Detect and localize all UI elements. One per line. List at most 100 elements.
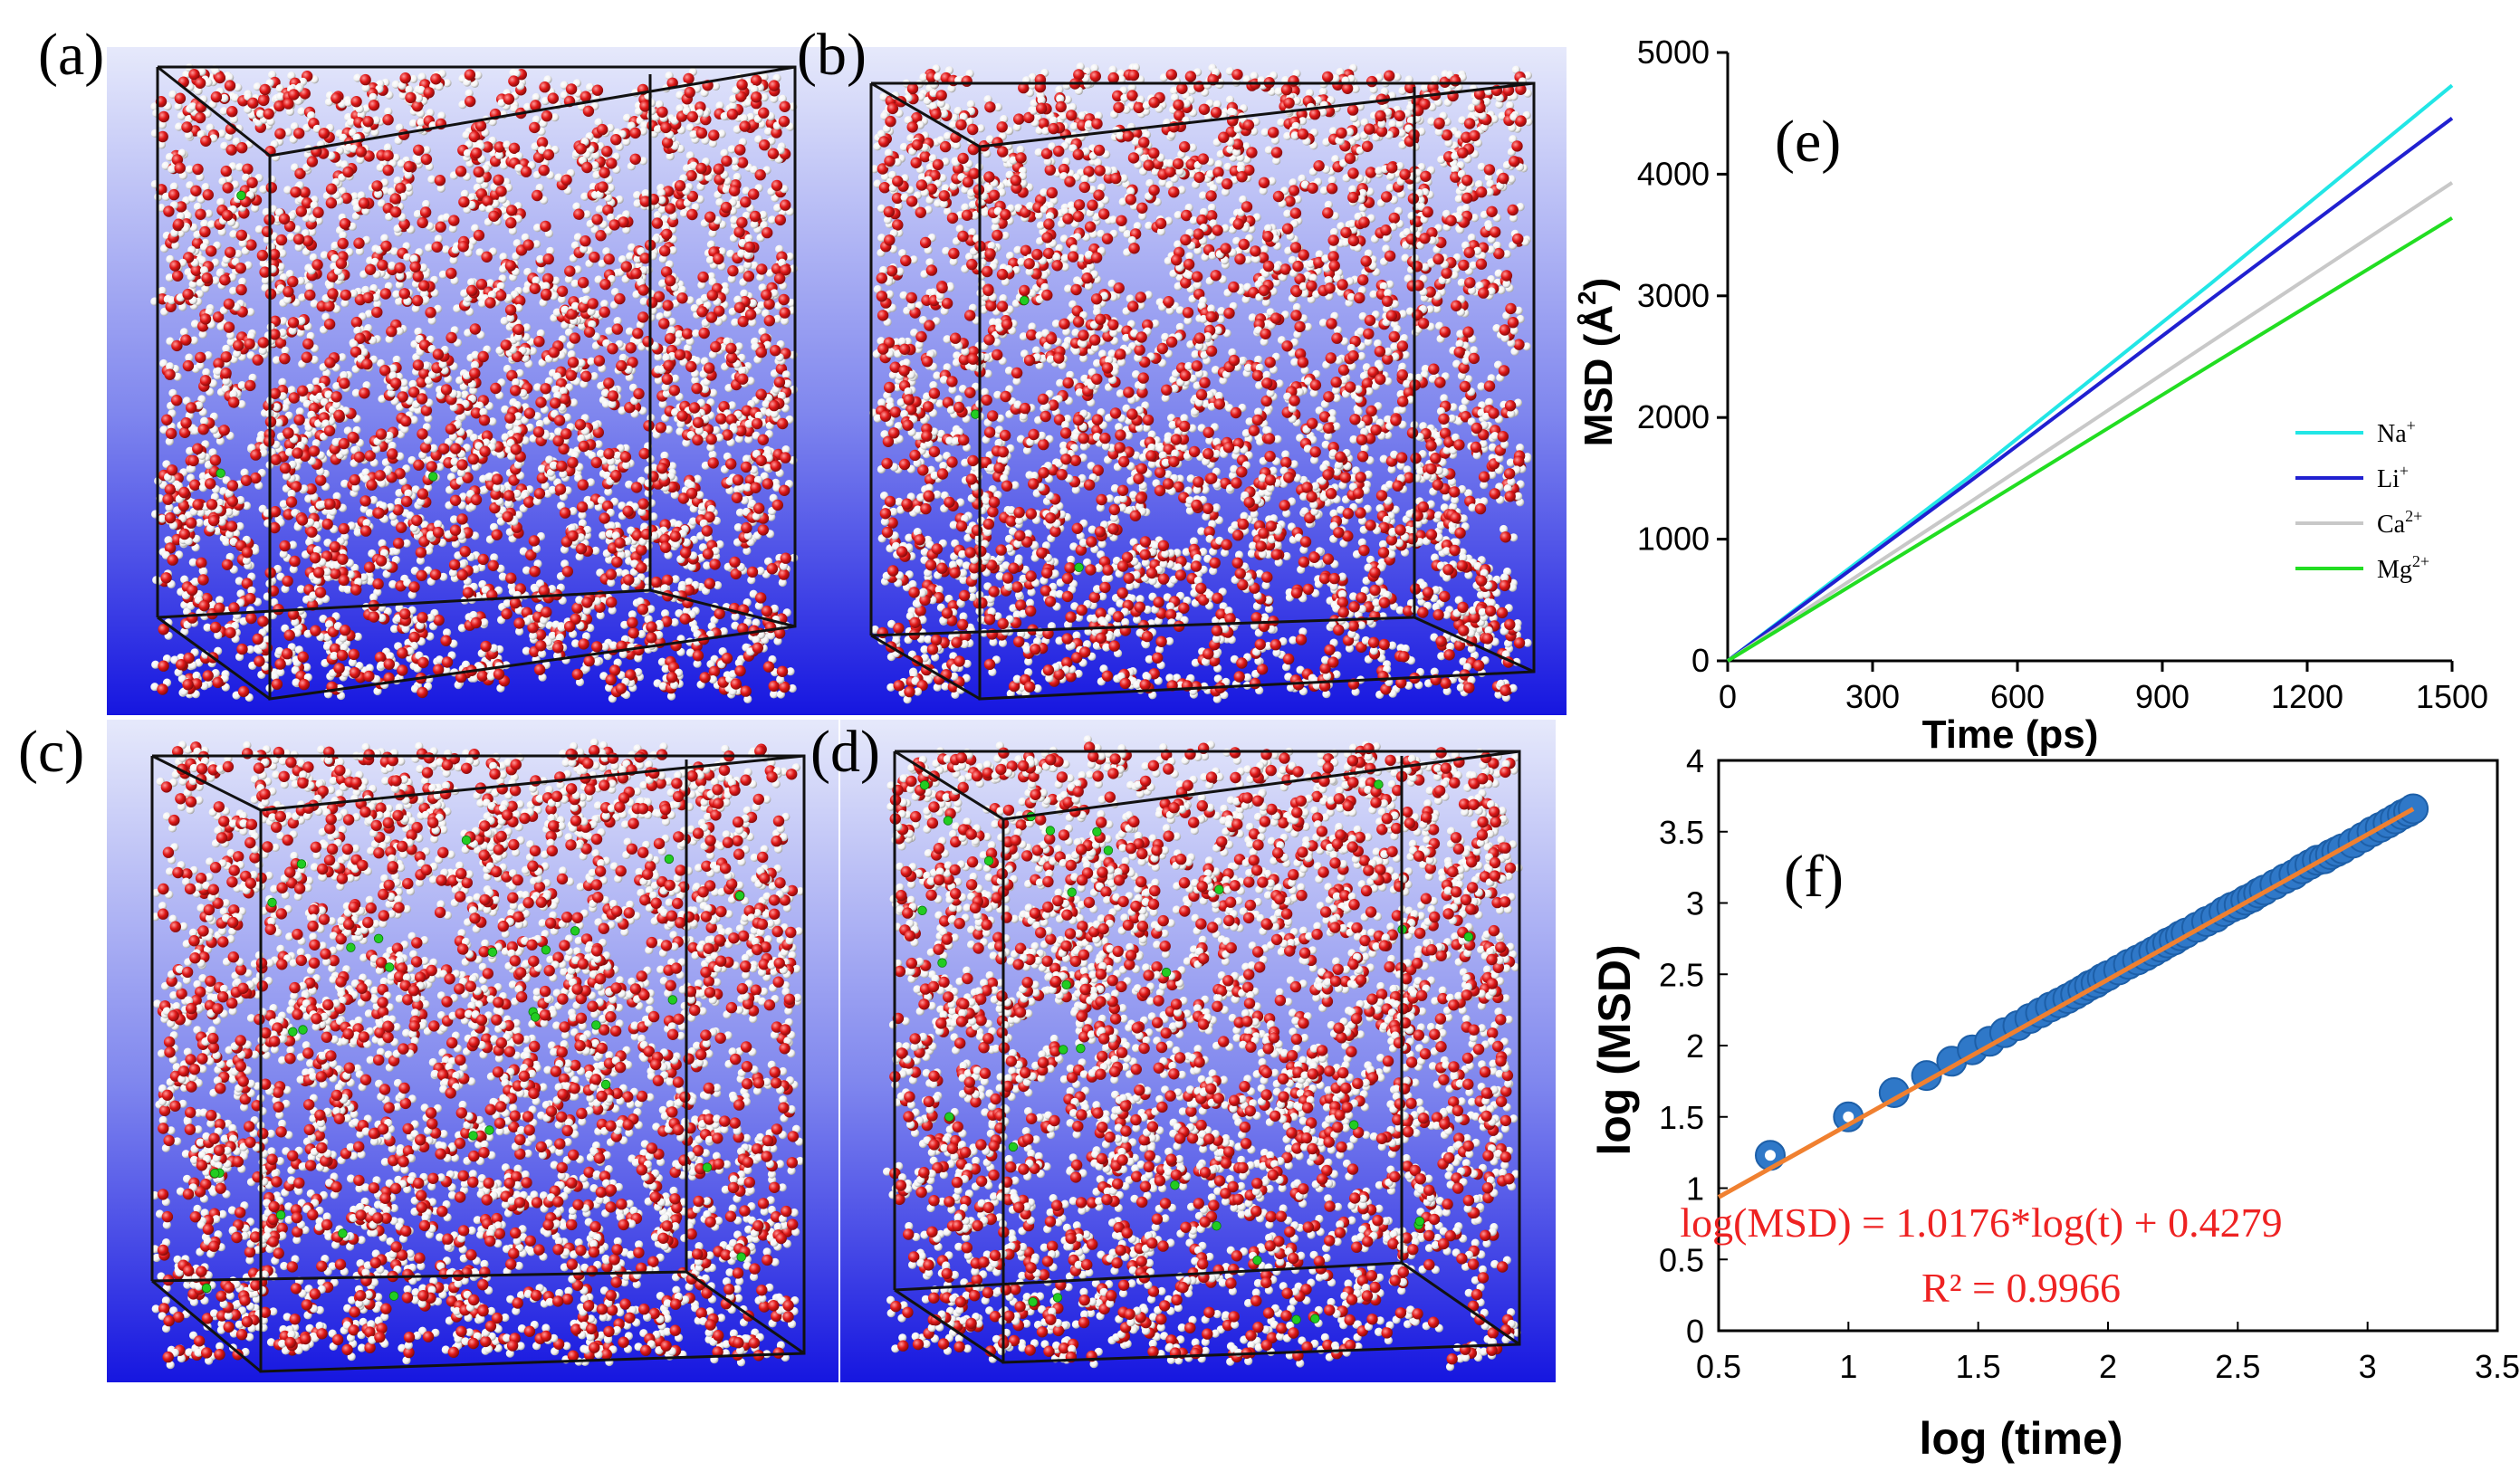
chart-f-xtick-label: 3 (2359, 1348, 2377, 1385)
data-point (1974, 1026, 2006, 1057)
series-line-li (1726, 117, 2454, 663)
data-point (2080, 967, 2112, 998)
data-point (2002, 1010, 2034, 1041)
series-line-ca (1726, 181, 2454, 663)
chart-e-ylabel-close: ) (1576, 278, 1621, 291)
chart-f-ytick-label: 0 (1686, 1313, 1704, 1350)
chart-f-ytick-label: 1 (1686, 1170, 1704, 1208)
data-point (2278, 859, 2310, 890)
data-point (1988, 1017, 2020, 1048)
md-snapshot-d (840, 720, 1556, 1382)
data-point (2302, 845, 2333, 876)
fit-equation: log(MSD) = 1.0176*log(t) + 0.4279 (1680, 1199, 2282, 1246)
data-point (2138, 936, 2170, 967)
chart-e-xtick-label: 1500 (2416, 678, 2488, 715)
data-point (2295, 849, 2325, 880)
data-point (1755, 1140, 1786, 1171)
data-point-center (1765, 1150, 1776, 1161)
msd-chart-series (1726, 83, 2454, 663)
chart-f-ytick-label: 3 (1686, 885, 1704, 922)
chart-f-panel-label: (f) (1784, 844, 1844, 910)
chart-f-xlabel: log (time) (1920, 1413, 2123, 1464)
chart-e-ytick-label: 4000 (1637, 155, 1710, 192)
data-point (2122, 944, 2153, 976)
data-point (2372, 807, 2404, 839)
data-point (2159, 924, 2190, 956)
chart-f-xtick-label: 3.5 (2475, 1348, 2520, 1385)
data-point (2308, 843, 2340, 874)
chart-f-xtick-label: 1 (1839, 1348, 1857, 1385)
chart-f-xtick-label: 2 (2099, 1348, 2117, 1385)
md-snapshot-a (107, 47, 831, 715)
data-point (1878, 1077, 1910, 1108)
data-point (2044, 987, 2075, 1018)
data-point (2314, 839, 2346, 870)
chart-e-ylabel: MSD (Å2) (1573, 278, 1621, 447)
data-point (2237, 882, 2268, 913)
data-point (2025, 997, 2056, 1028)
log-chart-axes (1717, 759, 2499, 1333)
data-point (2243, 877, 2275, 909)
water-box-c (107, 720, 838, 1382)
data-point (2364, 812, 2396, 843)
data-point (1936, 1046, 1968, 1077)
data-point (2398, 793, 2429, 825)
md-snapshot-c (107, 720, 838, 1382)
legend-label-mg: Mg2+ (2377, 552, 2429, 584)
legend-label-na: Na+ (2377, 416, 2416, 448)
series-line-na (1726, 83, 2454, 663)
chart-e-xtick-label: 300 (1845, 678, 1900, 715)
chart-e-ytick-label: 2000 (1637, 398, 1710, 435)
data-point (2170, 917, 2202, 949)
data-point (2248, 874, 2280, 906)
data-point (2223, 889, 2255, 921)
data-point (2209, 896, 2240, 927)
data-point (2113, 949, 2144, 980)
data-point (2151, 927, 2183, 959)
chart-e-ylabel-main: MSD (Å (1576, 305, 1621, 446)
data-point (2347, 822, 2379, 853)
chart-f-ytick-label: 3.5 (1659, 814, 1704, 851)
data-point (2060, 979, 2092, 1010)
data-point (1957, 1034, 1988, 1065)
legend-label-ca: Ca2+ (2377, 507, 2422, 539)
data-point (1911, 1060, 1942, 1092)
chart-e-xtick-label: 1200 (2271, 678, 2343, 715)
chart-f-ytick-label: 2.5 (1659, 956, 1704, 993)
panel-label-c: (c) (18, 719, 85, 785)
chart-e-panel-label: (e) (1775, 109, 1841, 175)
data-point (2086, 963, 2118, 994)
data-point-center (1843, 1111, 1854, 1123)
chart-e-ylabel-sup: 2 (1573, 291, 1601, 305)
data-point (2230, 884, 2262, 916)
data-point (2380, 803, 2411, 835)
fit-r-squared: R² = 0.9966 (1921, 1265, 2121, 1311)
data-point (2393, 796, 2424, 827)
data-point (2337, 827, 2369, 859)
chart-f-xtick-label: 2.5 (2215, 1348, 2260, 1385)
data-point (2052, 983, 2084, 1014)
data-point (2387, 798, 2419, 830)
data-point (2014, 1003, 2046, 1035)
data-point (2165, 920, 2196, 951)
chart-f-xtick-label: 1.5 (1956, 1348, 2001, 1385)
panel-label-b: (b) (797, 22, 867, 88)
chart-e-ytick-label: 1000 (1637, 521, 1710, 558)
water-box-b (826, 47, 1567, 715)
water-box-d (840, 720, 1556, 1382)
chart-e-ytick-label: 0 (1691, 642, 1710, 679)
data-point (2035, 991, 2066, 1023)
chart-e-xtick-label: 0 (1719, 678, 1737, 715)
md-snapshot-b (826, 47, 1567, 715)
chart-f-frame (1717, 759, 2499, 1333)
log-chart-ticks: 0.5 1 1.5 2 2.5 3 3.500.511.522.533.54 (1659, 742, 2520, 1385)
chart-f-ytick-label: 0.5 (1659, 1241, 1704, 1278)
series-line-mg (1726, 216, 2454, 663)
chart-f-ytick-label: 4 (1686, 742, 1704, 779)
data-point (2200, 902, 2231, 933)
chart-f-ytick-label: 2 (1686, 1027, 1704, 1065)
data-point (2093, 960, 2123, 991)
msd-chart-axes (1726, 53, 2452, 663)
data-point (2190, 906, 2222, 937)
data-point (2181, 912, 2212, 943)
